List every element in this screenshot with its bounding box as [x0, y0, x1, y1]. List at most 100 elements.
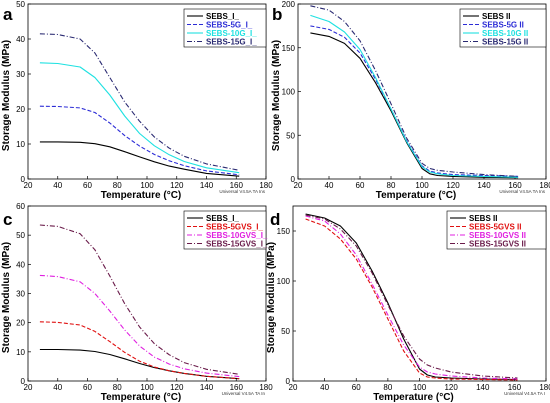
legend-label: SEBS-15G II — [482, 38, 528, 47]
y-tick-label: 50 — [16, 0, 25, 9]
chart-panel-d: 20 40 60 80 100 120 140 160 180 0 50 100 150 Temperat… — [266, 205, 550, 403]
x-tick-label: 80 — [387, 181, 396, 190]
legend-label: SEBS-10G II — [482, 29, 528, 38]
y-tick-label: 50 — [286, 131, 295, 140]
legend-box — [446, 210, 547, 250]
y-tick-label: 40 — [16, 35, 25, 44]
panel-letter: c — [3, 210, 12, 229]
legend-label: SEBS-15G_I_ — [206, 38, 257, 47]
legend-label: SEBS-5G II — [482, 21, 524, 30]
y-tick-label: 30 — [16, 290, 25, 299]
instrument-footer: Universal V4.5A TA In — [222, 391, 266, 396]
x-tick-label: 100 — [140, 383, 154, 392]
x-tick-label: 160 — [230, 181, 244, 190]
series-line — [305, 215, 518, 380]
y-tick-label: 50 — [281, 327, 290, 336]
legend: SEBS_I_SEBS-5GVS_I_SEBS-10GVS_I_SEBS-15G… — [183, 210, 268, 250]
x-tick-label: 40 — [53, 181, 62, 190]
series-line — [305, 218, 518, 381]
x-tick-label: 120 — [446, 181, 460, 190]
y-tick-label: 0 — [286, 377, 291, 386]
legend-box — [459, 8, 547, 48]
legend-box — [183, 210, 267, 250]
series-line — [39, 105, 240, 176]
y-tick-label: 0 — [291, 175, 296, 184]
x-tick-label: 160 — [230, 383, 244, 392]
legend-label: SEBS-15GVS_I_ — [206, 240, 268, 249]
x-tick-label: 180 — [259, 181, 273, 190]
x-tick-label: 120 — [444, 383, 458, 392]
legend-label: SEBS_I_ — [206, 12, 239, 21]
x-tick-label: 140 — [200, 383, 214, 392]
x-tick-label: 40 — [325, 181, 334, 190]
x-tick-label: 40 — [320, 383, 329, 392]
x-tick-label: 20 — [294, 181, 303, 190]
legend-label: SEBS-5GVS_I_ — [206, 223, 263, 232]
series-line — [310, 32, 519, 179]
series-line — [39, 348, 240, 380]
series-line — [39, 224, 240, 375]
y-tick-label: 10 — [16, 348, 25, 357]
legend-label: SEBS-5G_I_ — [206, 21, 253, 30]
y-tick-label: 200 — [282, 0, 296, 9]
y-tick-label: 150 — [277, 227, 291, 236]
x-axis-title: Temperature (°C) — [373, 392, 454, 403]
legend-label: SEBS II — [482, 12, 510, 21]
x-tick-label: 100 — [413, 383, 427, 392]
legend: SEBS_I_SEBS-5G_I_SEBS-10G_I_SEBS-15G_I_ — [183, 8, 267, 48]
y-tick-label: 20 — [16, 105, 25, 114]
y-tick-label: 150 — [282, 44, 296, 53]
series-line — [39, 274, 240, 378]
instrument-footer: Universal V4.5A TA Ins — [219, 189, 265, 194]
x-tick-label: 140 — [477, 181, 491, 190]
chart-panel-b: 20 40 60 80 100 120 140 160 180 0 50 100 150 200 Tempe… — [271, 0, 550, 201]
x-axis-title: Temperature (°C) — [376, 190, 457, 201]
legend-label: SEBS_I_ — [206, 214, 239, 223]
x-tick-label: 20 — [24, 181, 33, 190]
x-tick-label: 80 — [383, 383, 392, 392]
panel-letter: a — [3, 5, 13, 24]
series-line — [310, 5, 519, 177]
x-tick-label: 20 — [289, 383, 298, 392]
x-tick-label: 180 — [259, 383, 273, 392]
y-tick-label: 40 — [16, 260, 25, 269]
chart-panel-c: 20 40 60 80 100 120 140 160 180 0 10 20 30 40 50 60 Temp… — [1, 202, 273, 403]
x-tick-label: 60 — [352, 383, 361, 392]
legend-label: SEBS-15GVS II — [469, 240, 526, 249]
legend-label: SEBS-10G_I_ — [206, 29, 257, 38]
x-tick-label: 60 — [83, 181, 92, 190]
series-line — [39, 141, 240, 177]
x-tick-label: 160 — [508, 383, 522, 392]
x-tick-label: 160 — [508, 181, 522, 190]
x-tick-label: 120 — [170, 383, 184, 392]
y-tick-label: 100 — [282, 88, 296, 97]
x-tick-label: 100 — [140, 181, 154, 190]
x-tick-label: 60 — [356, 181, 365, 190]
y-tick-label: 20 — [16, 319, 25, 328]
series-line — [39, 321, 240, 380]
y-tick-label: 50 — [16, 231, 25, 240]
y-tick-label: 100 — [277, 277, 291, 286]
y-tick-label: 30 — [16, 70, 25, 79]
legend-box — [183, 8, 267, 48]
legend-label: SEBS-10GVS_I_ — [206, 231, 268, 240]
y-tick-label: 0 — [21, 175, 26, 184]
x-axis-title: Temperature (°C) — [101, 392, 182, 403]
x-tick-label: 60 — [83, 383, 92, 392]
y-axis-title: Storage Modulus (MPa) — [1, 242, 12, 353]
panel-letter: b — [272, 5, 282, 24]
x-tick-label: 80 — [113, 181, 122, 190]
x-tick-label: 20 — [24, 383, 33, 392]
legend-label: SEBS-5GVS II — [469, 223, 521, 232]
chart-panel-a: 20 40 60 80 100 120 140 160 180 0 10 20 30 40 50 Temper… — [1, 0, 273, 201]
x-tick-label: 100 — [415, 181, 429, 190]
x-tick-label: 140 — [200, 181, 214, 190]
x-tick-label: 40 — [53, 383, 62, 392]
legend-label: SEBS II — [469, 214, 497, 223]
legend-label: SEBS-10GVS II — [469, 231, 526, 240]
y-axis-title: Storage Modulus (MPa) — [266, 242, 277, 353]
x-tick-label: 120 — [170, 181, 184, 190]
